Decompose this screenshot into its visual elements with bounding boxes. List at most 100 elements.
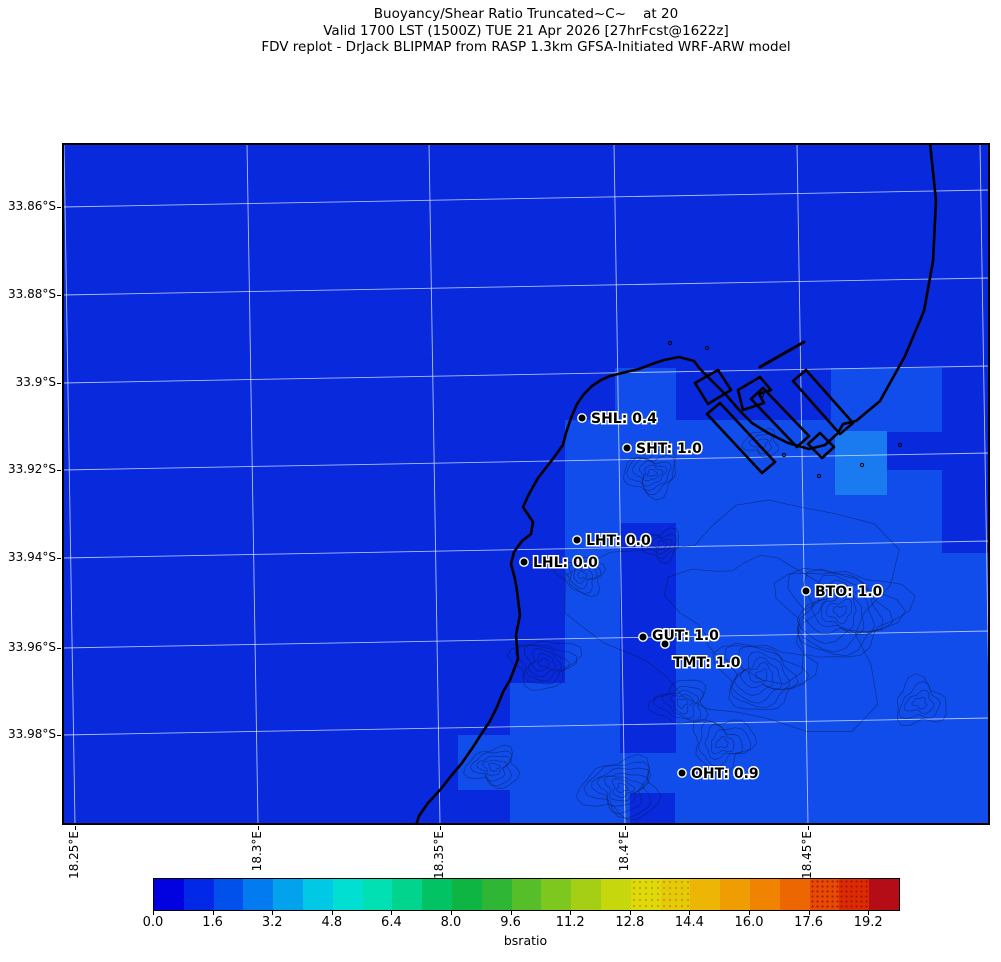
longitude-gridline (428, 143, 441, 825)
colorbar-tick-mark (153, 911, 154, 915)
terrain-contour (657, 540, 668, 550)
terrain-contour (577, 570, 588, 580)
colorbar-segment (392, 879, 423, 910)
terrain-contour (733, 651, 790, 696)
harbor-pier-outline (736, 375, 773, 412)
plot-title-line-2: Valid 1700 LST (1500Z) TUE 21 Apr 2026 [… (323, 22, 729, 39)
terrain-contour (710, 729, 735, 754)
terrain-contour (725, 643, 810, 709)
terrain-contour (596, 772, 649, 807)
colorbar-segment (839, 879, 870, 910)
colorbar-tick-mark (331, 911, 333, 915)
coastline (414, 143, 938, 825)
station-label-lht: LHT: 0.0 (586, 533, 651, 549)
colorbar-segment (422, 879, 452, 910)
terrain-contour (832, 605, 848, 618)
lon-tick-mark (75, 826, 76, 830)
colorbar-segment (362, 879, 393, 910)
terrain-contour (463, 744, 520, 789)
lat-tick-mark (57, 648, 61, 649)
lat-tick-mark (57, 383, 61, 384)
terrain-contour (638, 460, 668, 487)
colorbar-tick-label: 17.6 (794, 915, 824, 930)
islet-mark (781, 452, 787, 458)
harbor-pier-outline (705, 401, 777, 475)
terrain-contour-layer (463, 428, 947, 820)
coastline-layer (414, 143, 938, 825)
colorbar-segment (690, 879, 721, 910)
terrain-contour (670, 693, 694, 715)
terrain-contour (616, 782, 629, 794)
lon-tick-label: 18.45°E (800, 831, 814, 879)
latitude-gridline (62, 452, 990, 471)
station-dot-lhl (519, 557, 529, 567)
station-label-shl: SHL: 0.4 (591, 411, 657, 427)
colorbar-segment (332, 879, 363, 910)
colorbar-segment (869, 879, 899, 910)
colorbar-segment (809, 879, 840, 910)
station-label-bto: BTO: 1.0 (815, 584, 883, 600)
terrain-contour (663, 554, 828, 685)
latitude-gridline (62, 717, 990, 736)
terrain-contour (653, 685, 705, 721)
colorbar-tick-mark (570, 911, 572, 915)
station-marker-layer: SHL: 0.4 SHT: 1.0 LHT: 0.0 LHL: 0.0 BTO: 1.0… (519, 410, 884, 784)
terrain-contour (611, 778, 636, 798)
lat-tick-label: 33.96°S (8, 640, 56, 654)
terrain-contour (623, 447, 676, 501)
terrain-contour (488, 762, 501, 772)
islet-mark (816, 473, 822, 479)
field-fill-layer (62, 143, 990, 825)
map-plot-area: SHL: 0.4 SHT: 1.0 LHT: 0.0 LHL: 0.0 BTO: 1.0… (62, 143, 990, 825)
station-label-tmt: TMT: 1.0 (673, 655, 741, 671)
terrain-contour (632, 457, 672, 492)
latlon-grid-layer (62, 143, 990, 825)
terrain-contour (476, 755, 512, 782)
latitude-gridline (62, 540, 990, 559)
colorbar-tick-mark (510, 911, 512, 915)
colorbar-tick-label: 3.2 (261, 915, 283, 930)
longitude-gridline (796, 143, 809, 825)
lon-tick-mark (625, 826, 626, 830)
harbor-pier-outline (749, 386, 811, 449)
lat-tick-label: 33.94°S (8, 550, 56, 564)
colorbar-segment (273, 879, 303, 910)
field-patch (942, 470, 990, 553)
terrain-contour (603, 775, 643, 802)
terrain-contour (748, 661, 774, 687)
lat-tick-mark (57, 735, 61, 736)
terrain-contour (774, 571, 916, 658)
colorbar-segment (571, 879, 601, 910)
terrain-contour (896, 673, 947, 726)
lon-tick-mark (440, 826, 441, 830)
terrain-contour (651, 536, 673, 555)
terrain-contour (469, 750, 513, 787)
terrain-contour (645, 533, 677, 559)
station-dot-sht (622, 443, 632, 453)
colorbar-tick-label: 1.6 (202, 915, 223, 930)
colorbar-segment (511, 879, 542, 910)
colorbar-tick-label: 6.4 (381, 915, 402, 930)
terrain-contour (626, 454, 675, 495)
colorbar-tick-mark (629, 911, 631, 915)
terrain-contour (569, 564, 598, 590)
terrain-contour (796, 574, 884, 644)
station-dot-tmt (660, 639, 670, 649)
colorbar-axis-label: bsratio (503, 933, 548, 948)
longitude-gridline (246, 143, 259, 825)
terrain-contour (648, 679, 709, 725)
station-label-lhl: LHL: 0.0 (533, 555, 598, 571)
lat-tick-label: 33.92°S (8, 462, 56, 476)
terrain-contour (811, 584, 865, 635)
map-canvas: SHL: 0.4 SHT: 1.0 LHT: 0.0 LHL: 0.0 BTO: 1.0… (62, 143, 990, 825)
latitude-gridline (62, 189, 990, 208)
colorbar-tick-label: 12.8 (615, 915, 645, 930)
field-patch (565, 420, 880, 470)
lat-tick-mark (57, 207, 61, 208)
colorbar-tick-label: 0.0 (142, 915, 164, 930)
longitude-gridline (613, 143, 626, 825)
terrain-contour (641, 527, 679, 565)
colorbar-tick-label: 14.4 (674, 915, 704, 930)
colorbar-tick-label: 11.2 (555, 915, 585, 930)
colorbar-segment (183, 879, 214, 910)
